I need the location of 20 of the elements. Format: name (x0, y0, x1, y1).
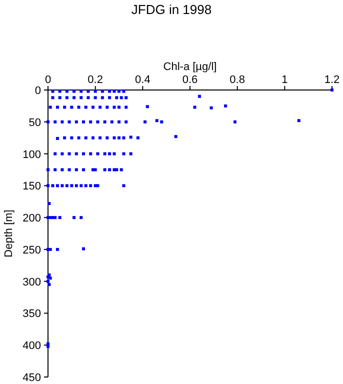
y-tick-label: 400 (22, 340, 41, 352)
y-tick-label: 50 (28, 116, 41, 129)
x-tick-label: 0.4 (135, 74, 150, 86)
y-tick-label: 250 (22, 244, 41, 256)
chart-title: JFDG in 1998 (131, 2, 212, 17)
x-tick-label: 0.8 (230, 74, 245, 86)
y-tick-label: 200 (22, 212, 41, 225)
y-tick-label: 100 (22, 148, 41, 161)
x-tick-label: 0.6 (182, 74, 198, 86)
y-tick-label: 350 (22, 308, 41, 320)
y-tick-label: 0 (34, 85, 41, 97)
y-tick-label: 150 (22, 180, 41, 193)
x-tick-label: 0 (44, 74, 52, 86)
y-tick-label: 300 (22, 276, 41, 288)
x-tick-label: 1.2 (324, 74, 340, 86)
x-axis-title: Chl-a [µg/l] (163, 61, 217, 73)
x-tick-label: 0.2 (88, 74, 103, 86)
y-tick-label: 450 (22, 372, 41, 384)
y-axis-title: Depth [m] (3, 210, 15, 258)
x-tick-label: 1 (282, 74, 288, 86)
